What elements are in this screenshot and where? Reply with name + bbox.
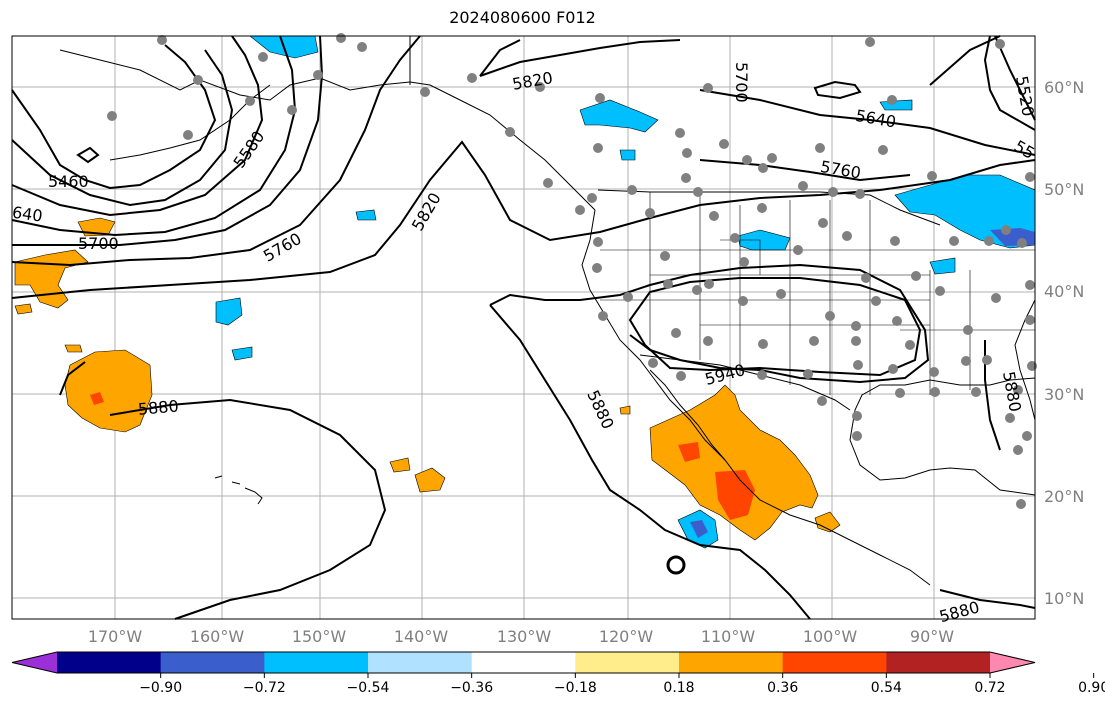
colorbar-segment bbox=[575, 652, 680, 673]
coast-alaska bbox=[59, 49, 596, 211]
lon-label: 130°W bbox=[497, 627, 552, 646]
contour-loop-small bbox=[813, 80, 862, 100]
colorbar: −0.90 −0.72 −0.54 −0.36 −0.18 0.18 0.36 0.54 0.7… bbox=[11, 651, 1105, 696]
colorbar-tick-label: 0.54 bbox=[871, 680, 902, 696]
longitude-labels: 170°W 160°W 150°W 140°W 130°W 120°W 110°… bbox=[88, 627, 954, 646]
anomaly-fills bbox=[14, 35, 1036, 549]
map-title: 2024080600 F012 bbox=[449, 8, 596, 27]
contour-5460 bbox=[11, 44, 217, 190]
lon-label: 100°W bbox=[803, 627, 858, 646]
contour-5520 bbox=[11, 49, 234, 207]
coast-yucatan bbox=[849, 439, 1036, 496]
colorbar-tick-label: 0.72 bbox=[974, 680, 1005, 696]
fill-negative-gulf bbox=[215, 297, 243, 326]
colorbar-segment bbox=[160, 652, 265, 673]
fill-strong-mexico-1 bbox=[678, 442, 700, 462]
lat-label: 60°N bbox=[1044, 78, 1084, 97]
station-dots bbox=[107, 33, 1037, 509]
map-frame bbox=[11, 35, 1036, 620]
lat-label: 30°N bbox=[1044, 385, 1084, 404]
contour-loop-left bbox=[76, 146, 100, 164]
lon-label: 120°W bbox=[599, 627, 654, 646]
coast-gulf bbox=[849, 377, 1036, 441]
contour-5880-east bbox=[489, 304, 811, 620]
fill-negative-small-1 bbox=[231, 346, 253, 361]
colorbar-segment bbox=[264, 652, 369, 673]
lon-label: 90°W bbox=[910, 627, 954, 646]
colorbar-extend-high bbox=[990, 652, 1035, 673]
lat-label: 10°N bbox=[1044, 589, 1084, 608]
fill-negative-bc bbox=[579, 99, 659, 133]
fill-positive-southcoast bbox=[814, 511, 841, 533]
colorbar-tick-label: −0.54 bbox=[347, 680, 390, 696]
colorbar-tick-label: 0.36 bbox=[767, 680, 798, 696]
fill-positive-small-3 bbox=[389, 457, 411, 473]
contour-label: 5460 bbox=[48, 172, 89, 191]
contour-5640-east bbox=[699, 89, 1036, 156]
contour-5880-west bbox=[59, 361, 86, 396]
lon-label: 170°W bbox=[88, 627, 143, 646]
lat-label: 50°N bbox=[1044, 180, 1084, 199]
fill-positive-small-2 bbox=[14, 303, 33, 315]
latitude-labels: 60°N 50°N 40°N 30°N 20°N 10°N bbox=[1044, 78, 1084, 608]
lat-label: 20°N bbox=[1044, 487, 1084, 506]
contour-5880-se bbox=[939, 589, 1036, 609]
fill-strong-mexico-2 bbox=[715, 470, 755, 520]
colorbar-segment bbox=[679, 652, 784, 673]
colorbar-extend-low bbox=[12, 652, 57, 673]
fill-positive-mexico bbox=[649, 384, 819, 541]
lon-label: 160°W bbox=[190, 627, 245, 646]
colorbar-tick-label: −0.36 bbox=[450, 680, 493, 696]
colorbar-tick-label: −0.72 bbox=[243, 680, 286, 696]
contour-5580 bbox=[11, 35, 264, 217]
lat-label: 40°N bbox=[1044, 282, 1084, 301]
fill-positive-small-4 bbox=[414, 467, 446, 493]
colorbar-segment bbox=[886, 652, 991, 673]
contour-5880 bbox=[109, 398, 387, 620]
colorbar-segment bbox=[471, 652, 576, 673]
colorbar-segment bbox=[57, 652, 162, 673]
contour-5940 bbox=[628, 277, 922, 377]
lon-label: 140°W bbox=[394, 627, 449, 646]
colorbar-segment bbox=[368, 652, 473, 673]
fill-strong-hawaii-west bbox=[90, 392, 104, 405]
lon-label: 110°W bbox=[701, 627, 756, 646]
contour-5580-east bbox=[983, 35, 1036, 131]
colorbar-tick-label: 0.90 bbox=[1078, 680, 1105, 696]
contour-label: 5700 bbox=[732, 62, 751, 103]
fill-negative-ohio bbox=[929, 257, 956, 275]
contour-5760 bbox=[11, 35, 421, 267]
colorbar-outline bbox=[11, 651, 1036, 674]
contour-5820-top bbox=[479, 39, 521, 77]
fill-positive-small-5 bbox=[619, 405, 631, 415]
border-us-canada bbox=[597, 189, 941, 226]
fill-positive-small-1 bbox=[64, 344, 83, 353]
colorbar-segment bbox=[782, 652, 887, 673]
fill-negative-small-2 bbox=[355, 209, 377, 221]
coast-baja bbox=[649, 369, 726, 461]
state-lines bbox=[600, 192, 1035, 395]
colorbar-tick-label: −0.90 bbox=[139, 680, 182, 696]
contour-label: 640 bbox=[11, 203, 44, 226]
contour-5760-east bbox=[699, 159, 911, 182]
coast-west-usa bbox=[581, 209, 931, 586]
contour-label: 5880 bbox=[137, 396, 179, 418]
coast-hawaii bbox=[214, 475, 263, 505]
fill-negative-canada-1 bbox=[619, 149, 636, 161]
fill-strong-negative-offshore bbox=[690, 520, 708, 538]
contour-label: 5700 bbox=[78, 234, 119, 253]
contour-5640 bbox=[11, 35, 297, 237]
colorbar-tick-label: −0.18 bbox=[554, 680, 597, 696]
contour-5700-north bbox=[479, 39, 681, 77]
lon-label: 150°W bbox=[292, 627, 347, 646]
contour-5700 bbox=[12, 35, 324, 246]
contour-tc bbox=[666, 555, 686, 575]
colorbar-tick-label: 0.18 bbox=[663, 680, 694, 696]
